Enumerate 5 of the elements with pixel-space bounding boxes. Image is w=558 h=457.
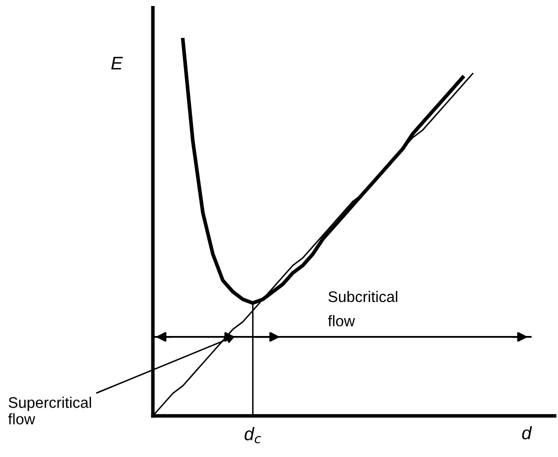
annotation: Subcritical flow — [328, 290, 398, 326]
text: Supercritical flow — [8, 396, 92, 424]
y-axis-title: E — [111, 56, 123, 70]
x-axis-title: d — [522, 426, 532, 440]
text: d$_{c}$ — [244, 427, 261, 444]
